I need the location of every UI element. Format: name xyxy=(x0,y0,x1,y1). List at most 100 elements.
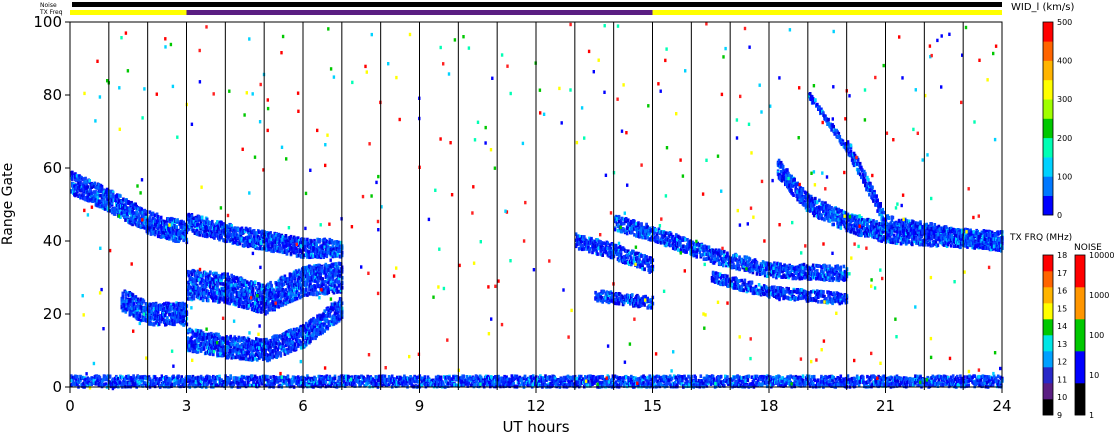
scatter-cell xyxy=(162,317,165,321)
scatter-cell xyxy=(156,234,160,239)
scatter-cell xyxy=(151,304,155,308)
scatter-cell xyxy=(176,307,179,311)
scatter-cell xyxy=(162,376,165,380)
scatter-cell xyxy=(183,379,186,384)
scatter-cell xyxy=(902,376,906,380)
scatter-cell xyxy=(553,375,556,380)
scatter-cell xyxy=(605,383,609,388)
scatter-cell xyxy=(190,214,194,219)
scatter-cell xyxy=(220,378,223,382)
scatter-cell xyxy=(88,179,91,183)
scatter-cell xyxy=(134,216,137,220)
scatter-cell xyxy=(973,374,976,378)
scatter-cell xyxy=(265,383,268,388)
scatter-cell xyxy=(225,239,228,243)
scatter-cell xyxy=(538,379,541,384)
scatter-cell xyxy=(75,183,78,187)
scatter-cell xyxy=(452,375,455,379)
scatter-cell xyxy=(841,383,845,388)
scatter-cell xyxy=(321,383,324,387)
scatter-cell xyxy=(100,196,104,201)
scatter-cell xyxy=(226,237,229,241)
scatter-cell xyxy=(130,219,133,223)
scatter-cell xyxy=(153,213,157,217)
scatter-cell xyxy=(148,312,152,317)
scatter-cell xyxy=(175,301,178,305)
scatter-cell xyxy=(493,383,496,387)
scatter-cell xyxy=(109,382,113,386)
scatter-cell xyxy=(184,306,188,311)
scatter-cell xyxy=(544,383,547,387)
scatter-cell xyxy=(143,225,147,229)
scatter-cell xyxy=(298,384,302,388)
scatter-cell xyxy=(171,307,174,311)
scatter-cell xyxy=(216,220,219,224)
scatter-cell xyxy=(86,383,89,388)
scatter-cell xyxy=(470,382,474,386)
scatter-cell xyxy=(126,212,129,216)
scatter-cell xyxy=(760,382,764,386)
scatter-cell xyxy=(229,376,232,380)
scatter-cell xyxy=(246,381,250,385)
scatter-cell xyxy=(596,378,599,383)
scatter-cell xyxy=(235,233,239,237)
scatter-cell xyxy=(675,375,678,380)
scatter-cell xyxy=(156,310,160,314)
scatter-cell xyxy=(458,383,461,388)
scatter-cell xyxy=(176,304,179,308)
scatter-cell xyxy=(572,377,576,381)
scatter-cell xyxy=(505,375,508,379)
scatter-cell xyxy=(817,378,820,383)
scatter-cell xyxy=(492,378,495,382)
scatter-cell xyxy=(450,384,453,388)
scatter-cell xyxy=(173,322,176,327)
scatter-cell xyxy=(439,375,443,380)
scatter-cell xyxy=(683,374,686,379)
scatter-cell xyxy=(248,383,252,388)
scatter-cell xyxy=(814,378,817,383)
scatter-cell xyxy=(124,296,128,300)
scatter-cell xyxy=(905,384,909,388)
scatter-cell xyxy=(735,384,738,388)
scatter-cell xyxy=(437,377,441,382)
scatter-cell xyxy=(158,219,162,223)
scatter-cell xyxy=(172,376,175,381)
scatter-cell xyxy=(798,381,802,386)
scatter-cell xyxy=(177,374,180,379)
scatter-cell xyxy=(204,228,208,233)
scatter-cell xyxy=(780,384,783,388)
scatter-cell xyxy=(92,378,96,383)
scatter-cell xyxy=(111,379,115,384)
scatter-cell xyxy=(143,381,147,385)
scatter-cell xyxy=(214,224,217,229)
scatter-cell xyxy=(122,206,125,210)
scatter-cell xyxy=(497,374,500,379)
scatter-cell xyxy=(498,381,501,386)
scatter-cell xyxy=(253,374,257,379)
scatter-cell xyxy=(926,375,929,380)
scatter-cell xyxy=(759,377,763,382)
scatter-cell xyxy=(711,374,715,379)
scatter-cell xyxy=(177,319,180,323)
scatter-cell xyxy=(491,376,494,380)
scatter-cell xyxy=(892,382,896,387)
scatter-cell xyxy=(554,377,557,381)
scatter-cell xyxy=(661,383,665,388)
scatter-cell xyxy=(320,375,323,379)
scatter-cell xyxy=(163,302,166,306)
scatter-cell xyxy=(181,228,184,233)
scatter-cell xyxy=(883,374,887,379)
scatter-cell xyxy=(73,190,76,194)
scatter-cell xyxy=(377,382,381,386)
scatter-cell xyxy=(647,382,650,386)
scatter-cell xyxy=(691,381,694,386)
scatter-cell xyxy=(148,217,152,221)
scatter-cell xyxy=(888,377,892,382)
scatter-cell xyxy=(272,375,275,379)
scatter-cell xyxy=(977,374,981,379)
scatter-cell xyxy=(694,379,697,383)
scatter-cell xyxy=(956,374,959,379)
scatter-cell xyxy=(705,384,709,388)
scatter-cell xyxy=(139,225,143,230)
scatter-cell xyxy=(96,195,100,199)
